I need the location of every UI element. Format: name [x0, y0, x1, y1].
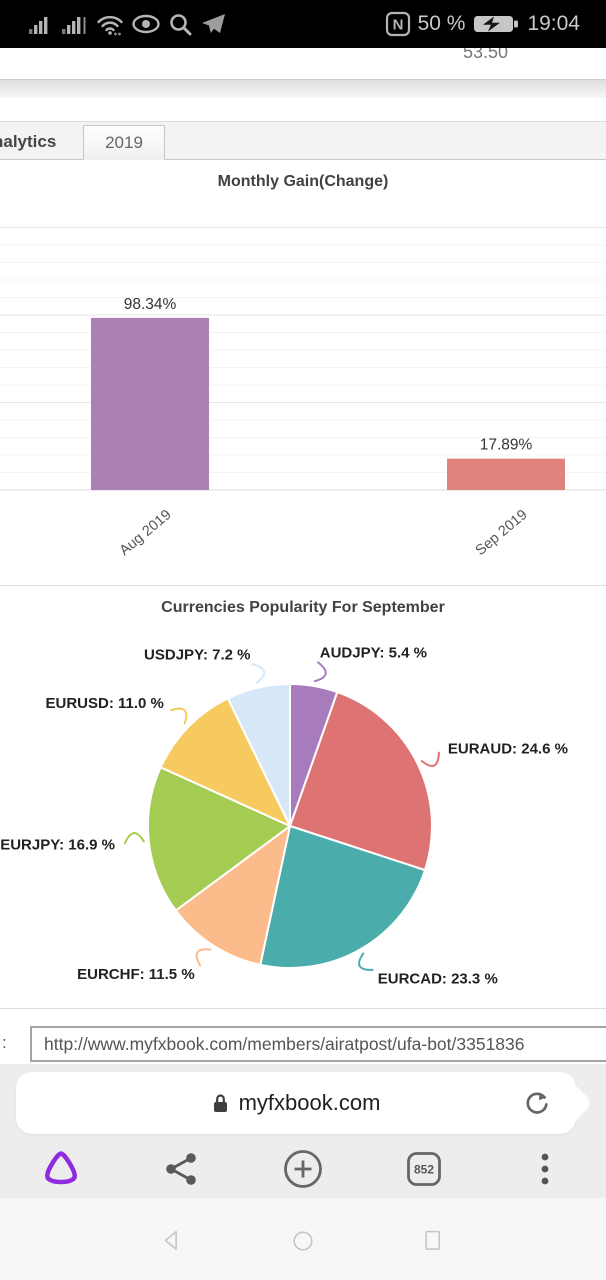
pie-label-eurcad: EURCAD: 23.3 % — [378, 971, 498, 988]
signal-icon — [59, 11, 89, 37]
pie-connector — [420, 751, 440, 767]
pie-slice-eurchf[interactable] — [174, 825, 291, 966]
pie-label-eurjpy: EURJPY: 16.9 % — [0, 837, 115, 854]
tab-count-label: 852 — [414, 1163, 434, 1177]
new-tab-icon[interactable] — [242, 1144, 363, 1194]
battery-charging-icon — [472, 12, 520, 36]
address-bar[interactable]: myfxbook.com — [16, 1072, 576, 1134]
tabs-counter[interactable]: 852 — [364, 1144, 485, 1194]
divider — [0, 1008, 606, 1009]
status-bar-left — [26, 11, 227, 37]
bar-aug-2019[interactable] — [91, 317, 209, 490]
nfc-icon: N — [385, 11, 411, 37]
divider — [0, 585, 606, 586]
browser-chrome: myfxbook.com — [0, 1064, 606, 1198]
currencies-popularity-section: Currencies Popularity For September AUDJ… — [0, 586, 606, 1008]
recents-icon[interactable] — [418, 1226, 448, 1256]
reload-icon[interactable] — [524, 1090, 550, 1121]
android-nav-bar — [0, 1198, 606, 1280]
url-text: http://www.myfxbook.com/members/airatpos… — [44, 1033, 525, 1054]
pie-slice-euraud[interactable] — [289, 691, 433, 872]
back-icon[interactable] — [158, 1226, 188, 1256]
pie-chart-svg: AUDJPY: 5.4 % EURAUD: 24.6 % EURCAD: 23.3 … — [0, 645, 568, 988]
pie-connector — [358, 952, 374, 971]
bar-value-label: 98.34% — [124, 296, 177, 313]
bar-chart-svg: 98.34% Aug 2019 17.89% Sep 2019 — [0, 227, 606, 559]
telegram-icon — [200, 12, 227, 36]
pie-label-eurchf: EURCHF: 11.5 % — [77, 966, 195, 983]
tab-2019[interactable]: 2019 — [83, 125, 165, 160]
url-row-label: : — [2, 1033, 7, 1052]
pie-label-euraud: EURAUD: 24.6 % — [448, 740, 568, 757]
pie-label-eurusd: EURUSD: 11.0 % — [46, 695, 164, 712]
kebab-menu-icon[interactable] — [485, 1144, 606, 1194]
pie-slice-usdjpy[interactable] — [226, 683, 291, 827]
home-icon[interactable] — [288, 1226, 318, 1256]
bar-category-label: Aug 2019 — [117, 507, 175, 559]
bar-sep-2019[interactable] — [447, 458, 565, 490]
status-clock: 19:04 — [527, 12, 580, 35]
battery-percent: 50 % — [417, 12, 466, 35]
tab-analytics[interactable]: nalytics — [0, 132, 57, 151]
status-bar-right: N 50 % 19:04 — [385, 11, 580, 37]
pie-slice-eurusd[interactable] — [159, 697, 291, 827]
pie-label-usdjpy: USDJPY: 7.2 % — [144, 646, 250, 663]
address-domain: myfxbook.com — [238, 1090, 381, 1115]
pie-label-audjpy: AUDJPY: 5.4 % — [320, 645, 427, 662]
eye-icon — [131, 12, 161, 36]
section-divider-band — [0, 79, 606, 98]
bar-value-label: 17.89% — [480, 437, 533, 454]
pie-connector — [195, 948, 212, 967]
lock-icon — [212, 1093, 229, 1114]
svg-text:N: N — [392, 17, 403, 34]
bar-chart-title: Monthly Gain(Change) — [217, 173, 389, 190]
pie-slice-eurcad[interactable] — [259, 825, 426, 969]
wifi-icon — [96, 11, 124, 37]
pie-slice-eurjpy[interactable] — [147, 766, 291, 912]
bar-category-label: Sep 2019 — [473, 507, 531, 559]
pie-connector — [123, 832, 145, 845]
alice-icon[interactable] — [0, 1144, 121, 1194]
monthly-gain-section: Monthly Gain(Change) 98.34% Aug 2019 17.89… — [0, 160, 606, 585]
share-icon[interactable] — [121, 1144, 242, 1194]
pie-connector — [251, 663, 266, 684]
browser-toolbar: 852 — [0, 1144, 606, 1194]
signal-icon — [26, 11, 52, 37]
tab-bar: nalytics 2019 — [0, 121, 606, 160]
page-url-row: : http://www.myfxbook.com/members/airatp… — [0, 1009, 606, 1064]
pie-connector — [313, 661, 327, 683]
pie-connector — [170, 707, 188, 725]
search-icon — [168, 12, 193, 37]
status-bar: N 50 % 19:04 — [0, 0, 606, 48]
pie-chart-title: Currencies Popularity For September — [161, 599, 445, 616]
url-text-box[interactable]: http://www.myfxbook.com/members/airatpos… — [30, 1026, 606, 1062]
